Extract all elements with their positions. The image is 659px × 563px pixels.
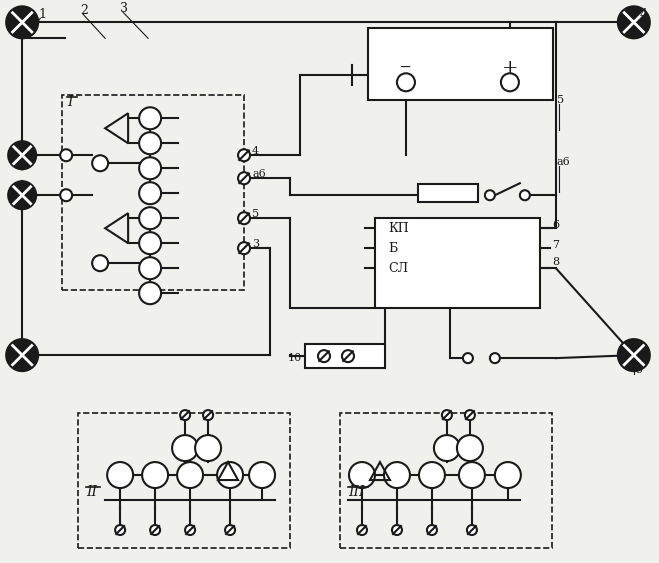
Text: СЛ: СЛ — [388, 262, 408, 275]
Circle shape — [139, 132, 161, 154]
Text: III: III — [348, 485, 364, 499]
Circle shape — [465, 410, 475, 420]
Circle shape — [142, 462, 168, 488]
Circle shape — [177, 462, 203, 488]
Circle shape — [238, 212, 250, 224]
Text: 3: 3 — [120, 2, 128, 15]
Text: II: II — [86, 485, 97, 499]
Circle shape — [238, 149, 250, 161]
Circle shape — [107, 462, 133, 488]
Circle shape — [467, 525, 477, 535]
Circle shape — [8, 141, 36, 169]
Circle shape — [185, 525, 195, 535]
Circle shape — [520, 190, 530, 200]
Circle shape — [180, 410, 190, 420]
Circle shape — [495, 462, 521, 488]
Text: 2: 2 — [80, 4, 88, 17]
Text: 9: 9 — [635, 365, 642, 375]
Circle shape — [442, 410, 452, 420]
Circle shape — [225, 525, 235, 535]
Circle shape — [419, 462, 445, 488]
Circle shape — [203, 410, 213, 420]
Bar — [340, 413, 552, 548]
Text: 7: 7 — [552, 240, 559, 250]
Circle shape — [92, 255, 108, 271]
Text: Б: Б — [388, 242, 397, 254]
Bar — [375, 218, 540, 308]
Circle shape — [139, 182, 161, 204]
Text: –: – — [401, 57, 411, 79]
Circle shape — [238, 172, 250, 184]
Circle shape — [618, 6, 650, 38]
Circle shape — [357, 525, 367, 535]
Circle shape — [434, 435, 460, 461]
Circle shape — [60, 149, 72, 161]
Circle shape — [6, 6, 38, 38]
Text: I: I — [67, 95, 72, 109]
Circle shape — [342, 350, 354, 362]
Circle shape — [139, 108, 161, 129]
Circle shape — [397, 73, 415, 91]
Text: а6: а6 — [252, 169, 266, 179]
Circle shape — [427, 525, 437, 535]
Text: 5: 5 — [557, 95, 564, 105]
Circle shape — [60, 189, 72, 201]
Circle shape — [6, 339, 38, 371]
Circle shape — [139, 257, 161, 279]
Text: +: + — [501, 59, 518, 77]
Circle shape — [172, 435, 198, 461]
Text: КП: КП — [388, 222, 409, 235]
Text: 1: 1 — [38, 8, 46, 21]
Circle shape — [457, 435, 483, 461]
Circle shape — [195, 435, 221, 461]
Text: 10: 10 — [288, 353, 302, 363]
Text: 5: 5 — [252, 209, 259, 219]
Text: а6: а6 — [557, 157, 571, 167]
Circle shape — [384, 462, 410, 488]
Circle shape — [349, 462, 375, 488]
Circle shape — [8, 181, 36, 209]
Circle shape — [485, 190, 495, 200]
Circle shape — [92, 155, 108, 171]
Circle shape — [150, 525, 160, 535]
Circle shape — [463, 353, 473, 363]
Circle shape — [459, 462, 485, 488]
Circle shape — [139, 207, 161, 229]
Circle shape — [618, 339, 650, 371]
Circle shape — [501, 73, 519, 91]
Text: 4: 4 — [640, 8, 648, 21]
Circle shape — [139, 282, 161, 304]
Circle shape — [217, 462, 243, 488]
Circle shape — [490, 353, 500, 363]
Bar — [418, 184, 478, 202]
Circle shape — [139, 232, 161, 254]
Text: 8: 8 — [552, 257, 559, 267]
Circle shape — [392, 525, 402, 535]
Bar — [78, 413, 290, 548]
Circle shape — [115, 525, 125, 535]
Bar — [368, 28, 553, 100]
Circle shape — [318, 350, 330, 362]
Circle shape — [238, 242, 250, 254]
Text: 6: 6 — [552, 220, 559, 230]
Bar — [305, 344, 385, 368]
Text: 4: 4 — [252, 146, 259, 157]
Bar — [62, 95, 244, 290]
Circle shape — [249, 462, 275, 488]
Text: 3: 3 — [252, 239, 259, 249]
Circle shape — [139, 157, 161, 179]
